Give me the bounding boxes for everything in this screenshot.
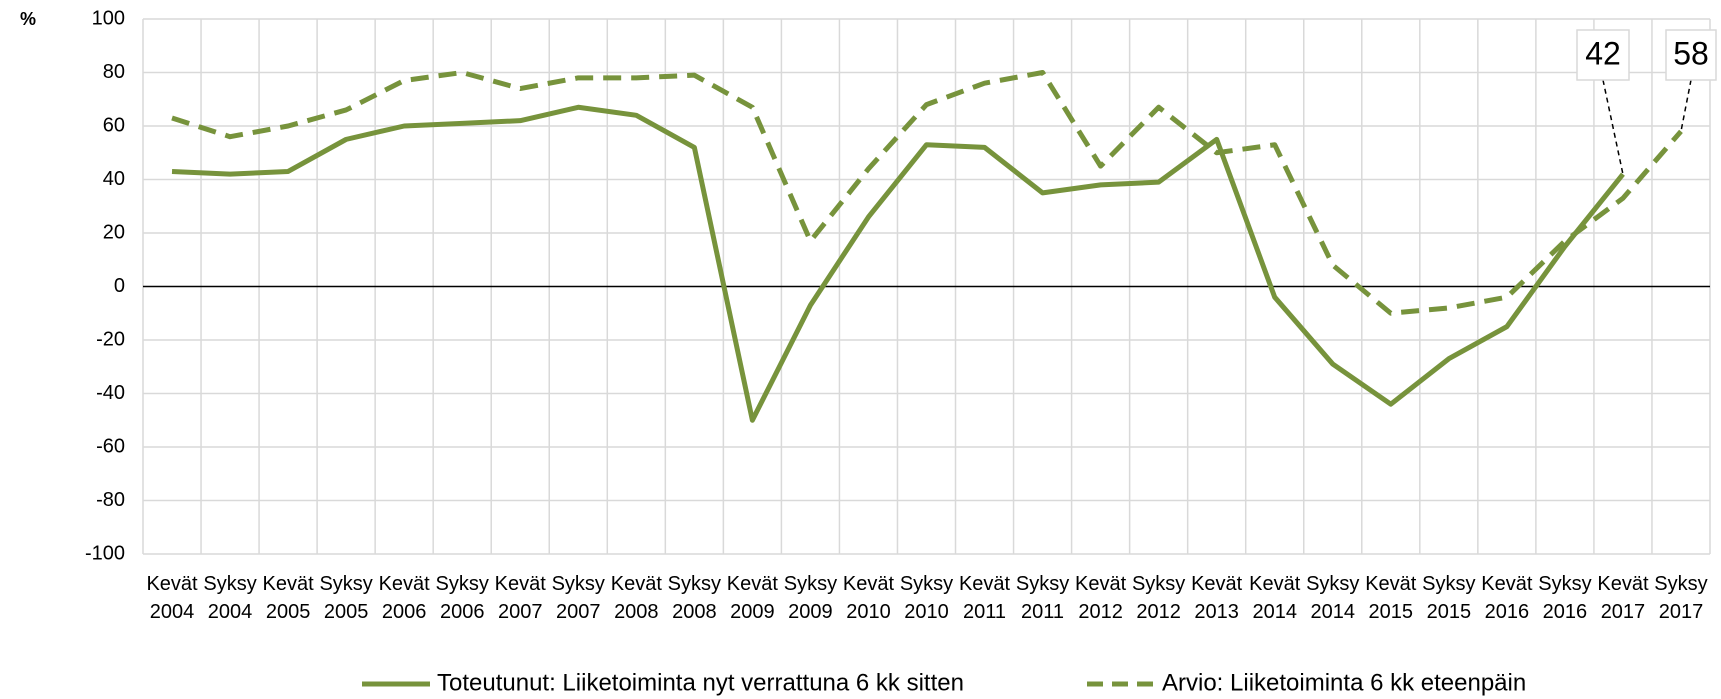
x-tick-label: Kevät 2016 — [1481, 573, 1533, 623]
x-tick-label: Kevät 2014 — [1249, 573, 1301, 623]
x-tick-label: Syksy 2016 — [1538, 573, 1592, 623]
y-tick-label: 20 — [103, 221, 125, 243]
x-tick-label: Kevät 2017 — [1597, 573, 1649, 623]
x-tick-label: Kevät 2007 — [494, 573, 546, 623]
x-tick-label: Syksy 2005 — [319, 573, 373, 623]
x-tick-label: Kevät 2011 — [958, 573, 1011, 623]
y-tick-label: 60 — [103, 114, 125, 136]
x-tick-label: Syksy 2010 — [899, 573, 954, 623]
y-axis-label: % — [20, 9, 36, 29]
y-tick-label: -20 — [96, 328, 125, 350]
callout-leader — [1602, 79, 1624, 175]
x-tick-label: Syksy 2006 — [435, 573, 489, 623]
x-tick-label: Kevät 2004 — [146, 573, 198, 623]
series-line — [171, 70, 1683, 316]
callout-box — [1576, 29, 1630, 81]
x-tick-label: Kevät 2010 — [842, 573, 895, 623]
y-tick-label: -80 — [96, 489, 125, 511]
data-label: 42 — [1585, 35, 1621, 71]
y-tick-label: 40 — [103, 168, 125, 190]
x-tick-label: Kevät 2013 — [1191, 573, 1243, 623]
x-tick-label: Syksy 2012 — [1131, 573, 1186, 623]
callout-box — [1665, 29, 1717, 81]
y-tick-label: 100 — [92, 7, 125, 29]
y-tick-label: -40 — [96, 382, 125, 404]
x-tick-label: Syksy 2014 — [1306, 573, 1360, 623]
x-tick-label: Kevät 2015 — [1365, 573, 1417, 623]
callout-leader — [1680, 79, 1692, 132]
x-tick-label: Kevät 2009 — [726, 573, 778, 623]
x-tick-label: Syksy 2017 — [1654, 573, 1708, 623]
y-tick-label: -100 — [85, 542, 125, 564]
x-tick-label: Kevät 2008 — [610, 573, 662, 623]
x-tick-label: Kevät 2005 — [262, 573, 314, 623]
y-tick-label: -60 — [96, 435, 125, 457]
x-tick-label: Syksy 2015 — [1422, 573, 1476, 623]
x-tick-label: Syksy 2009 — [783, 573, 838, 623]
x-tick-label: Syksy 2008 — [667, 573, 722, 623]
x-tick-label: Kevät 2012 — [1075, 573, 1127, 623]
x-tick-label: Syksy 2007 — [551, 573, 605, 623]
y-tick-label: 0 — [114, 275, 125, 297]
x-tick-label: Syksy 2004 — [203, 573, 257, 623]
y-tick-label: 80 — [103, 61, 125, 83]
x-tick-label: Kevät 2006 — [378, 573, 430, 623]
legend-label: Toteutunut: Liiketoiminta nyt verrattuna… — [437, 669, 964, 696]
x-tick-label: Syksy 2011 — [1015, 573, 1070, 623]
legend-label: Arvio: Liiketoiminta 6 kk eteenpäin — [1162, 669, 1526, 696]
data-label: 58 — [1673, 35, 1709, 71]
series-line — [171, 104, 1625, 423]
